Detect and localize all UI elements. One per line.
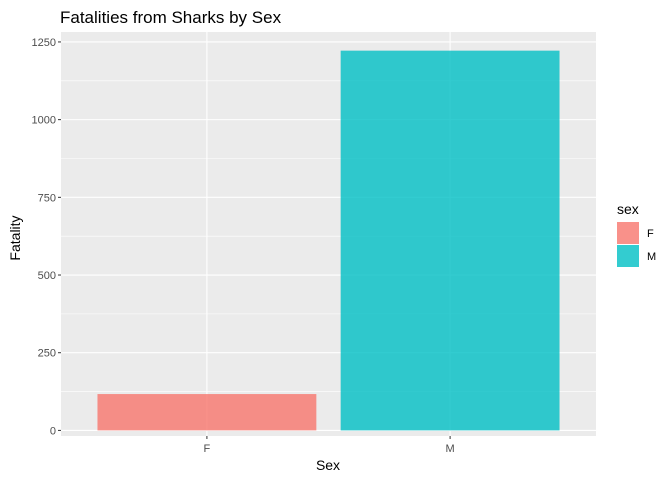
legend-label-M: M <box>647 251 656 263</box>
y-tick-label: 750 <box>38 192 56 204</box>
x-tick-label: F <box>204 443 211 455</box>
legend-label-F: F <box>647 228 654 240</box>
y-tick-label: 1250 <box>32 37 56 49</box>
y-tick-label: 1000 <box>32 115 56 127</box>
legend-title: sex <box>617 201 639 217</box>
bar-F <box>97 394 317 431</box>
x-tick-label: M <box>446 443 455 455</box>
legend: sex FM <box>617 201 656 267</box>
chart-title: Fatalities from Sharks by Sex <box>60 8 282 27</box>
x-axis-title: Sex <box>316 457 340 473</box>
y-tick-label: 0 <box>50 425 56 437</box>
y-axis-title: Fatality <box>7 215 23 260</box>
y-tick-label: 500 <box>38 270 56 282</box>
bars <box>97 50 560 431</box>
legend-key-F <box>617 222 639 244</box>
bar-M <box>340 50 560 431</box>
legend-key-M <box>617 245 639 267</box>
y-axis: 0 250 500 750 1000 1250 <box>32 37 61 437</box>
y-tick-label: 250 <box>38 348 56 360</box>
